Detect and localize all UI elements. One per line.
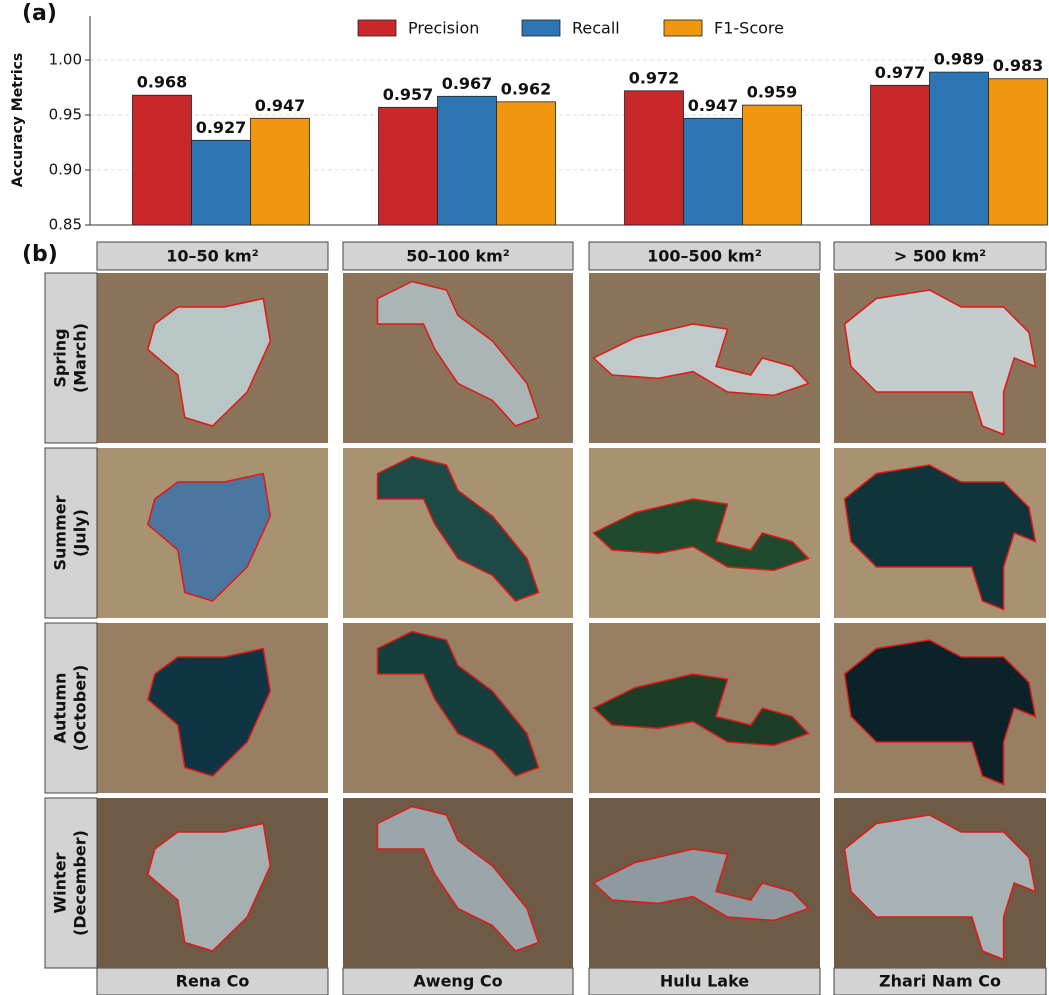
bar: [437, 95, 497, 226]
lake-outline: [376, 630, 540, 777]
y-tick-label: 0.90: [49, 161, 82, 179]
legend-label: F1-Score: [714, 19, 784, 38]
bar: [250, 117, 310, 226]
value-label: 0.977: [875, 63, 926, 82]
bar: [496, 101, 556, 226]
value-label: 0.947: [688, 96, 739, 115]
lake-name: Zhari Nam Co: [879, 972, 1001, 991]
bar: [132, 94, 192, 226]
bar: [870, 84, 930, 226]
value-label: 0.959: [747, 83, 798, 102]
lake-outline: [376, 455, 540, 602]
value-label: 0.947: [255, 96, 306, 115]
value-label: 0.927: [196, 118, 247, 137]
lake-outline: [146, 647, 272, 777]
value-label: 0.968: [137, 73, 188, 92]
row-label-season: Winter: [51, 852, 70, 913]
lake-outline: [592, 673, 810, 747]
lake-name: Rena Co: [176, 972, 250, 991]
column-header: 100–500 km²: [647, 247, 762, 266]
row-label-box: [44, 797, 98, 969]
row-label-box: [44, 447, 98, 619]
lake-name-box: [96, 967, 329, 995]
bar: [191, 139, 251, 226]
lake-outline: [843, 289, 1037, 436]
lake-outline: [592, 498, 810, 572]
y-tick-label: 0.85: [49, 216, 82, 234]
lake-outline: [843, 814, 1037, 961]
column-header-box: [342, 241, 574, 271]
lake-outline: [843, 464, 1037, 611]
lake-outline: [592, 323, 810, 397]
value-label: 0.989: [934, 50, 985, 69]
lake-outline: [146, 472, 272, 602]
lake-outline: [843, 639, 1037, 786]
lake-outline: [376, 280, 540, 427]
column-header: 50–100 km²: [406, 247, 510, 266]
bar: [378, 106, 438, 226]
value-label: 0.967: [442, 74, 493, 93]
row-label-season: Summer: [51, 495, 70, 570]
legend-swatch: [521, 19, 561, 37]
value-label: 0.962: [501, 79, 552, 98]
column-header-box: [588, 241, 821, 271]
row-label-box: [44, 272, 98, 444]
lake-name: Hulu Lake: [660, 972, 749, 991]
bar: [929, 71, 989, 226]
lake-name: Aweng Co: [413, 972, 502, 991]
column-header: > 500 km²: [894, 247, 986, 266]
column-header-box: [833, 241, 1047, 271]
legend-swatch: [663, 19, 703, 37]
bar: [988, 78, 1048, 226]
panel-label: (b): [22, 242, 58, 267]
panel-label: (a): [22, 1, 57, 26]
bar: [624, 90, 684, 226]
row-label-season: Autumn: [51, 673, 70, 744]
bar: [742, 104, 802, 226]
lake-name-box: [588, 967, 821, 995]
lake-outline: [376, 805, 540, 952]
value-label: 0.957: [383, 85, 434, 104]
row-label-month: (July): [71, 509, 90, 557]
row-label-season: Spring: [51, 328, 70, 387]
legend-label: Precision: [408, 19, 479, 38]
column-header: 10–50 km²: [166, 247, 258, 266]
column-header-box: [96, 241, 329, 271]
row-label-month: (March): [71, 323, 90, 393]
value-label: 0.983: [993, 56, 1044, 75]
y-tick-label: 1.00: [49, 51, 82, 69]
value-label: 0.972: [629, 68, 680, 87]
legend-swatch: [357, 19, 397, 37]
row-label-month: (October): [71, 665, 90, 752]
y-tick-label: 0.95: [49, 106, 82, 124]
lake-outline: [146, 297, 272, 427]
bar: [683, 117, 743, 226]
row-label-month: (December): [71, 830, 90, 936]
y-axis-label: Accuracy Metrics: [10, 53, 26, 188]
legend-label: Recall: [572, 19, 620, 38]
lake-outline: [146, 822, 272, 952]
lake-outline: [592, 848, 810, 922]
row-label-box: [44, 622, 98, 794]
